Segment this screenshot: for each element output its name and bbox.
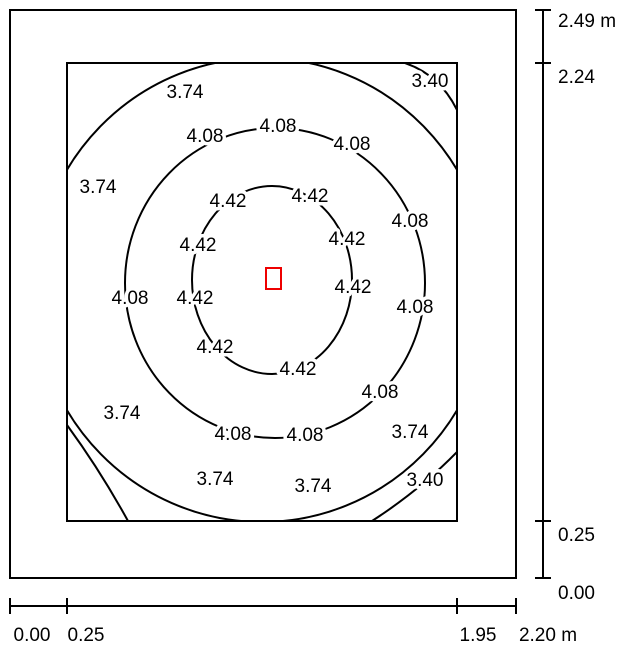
scales [10, 10, 544, 607]
contour-340 [404, 63, 457, 111]
x-tick-label: 1.95 [460, 625, 497, 646]
x-tick-label: 0.25 [68, 625, 105, 646]
contour-label: 3.74 [295, 476, 332, 497]
contour-label: 4.42 [177, 288, 214, 309]
y-tick-label: 2.24 [558, 67, 595, 88]
y-tick-label: 0.25 [558, 525, 595, 546]
contour-340 [371, 451, 457, 521]
contour-label: 4.42 [197, 337, 234, 358]
contour-label: 3.40 [407, 470, 444, 491]
contour-label: 4.42 [329, 229, 366, 250]
contour-label: 3.40 [412, 71, 449, 92]
contour-label: 3.74 [392, 422, 429, 443]
work-plane [66, 62, 458, 522]
contour-442 [191, 185, 353, 375]
contour-label: 4.08 [112, 288, 149, 309]
contour-label: 3.74 [80, 177, 117, 198]
contour-label: 4.42 [335, 277, 372, 298]
contour-label: 4.08 [287, 425, 324, 446]
contour-label: 3.74 [197, 469, 234, 490]
contour-label: 4.42 [280, 359, 317, 380]
contour-label: 4.08 [397, 297, 434, 318]
labels: 3.74 3.40 4.08 4.08 4.08 3.74 4.42 4.42 4.08 4.42… [76, 68, 452, 501]
y-tick-label: 2.49 m [558, 11, 616, 32]
contour-label: 4.08 [260, 116, 297, 137]
contour-label: 3.74 [167, 82, 204, 103]
x-tick-label: 0.00 [14, 625, 51, 646]
contour-label: 4.08 [187, 126, 224, 147]
x-tick-label: 2.20 m [519, 625, 577, 646]
contour-label: 4.08 [215, 424, 252, 445]
contour-label: 4.42 [292, 186, 329, 207]
contour-label: 4.42 [180, 235, 217, 256]
contour-label: 4.42 [210, 191, 247, 212]
contour-label: 4.08 [334, 134, 371, 155]
contour-label: 4.08 [362, 382, 399, 403]
y-tick-label: 0.00 [558, 583, 595, 604]
contour-label: 4.08 [392, 211, 429, 232]
room-outline [9, 9, 517, 579]
contour-label: 3.74 [104, 403, 141, 424]
contour-340 [67, 424, 129, 521]
contour-408 [124, 127, 426, 439]
luminaire [265, 267, 282, 290]
contours [67, 63, 457, 521]
